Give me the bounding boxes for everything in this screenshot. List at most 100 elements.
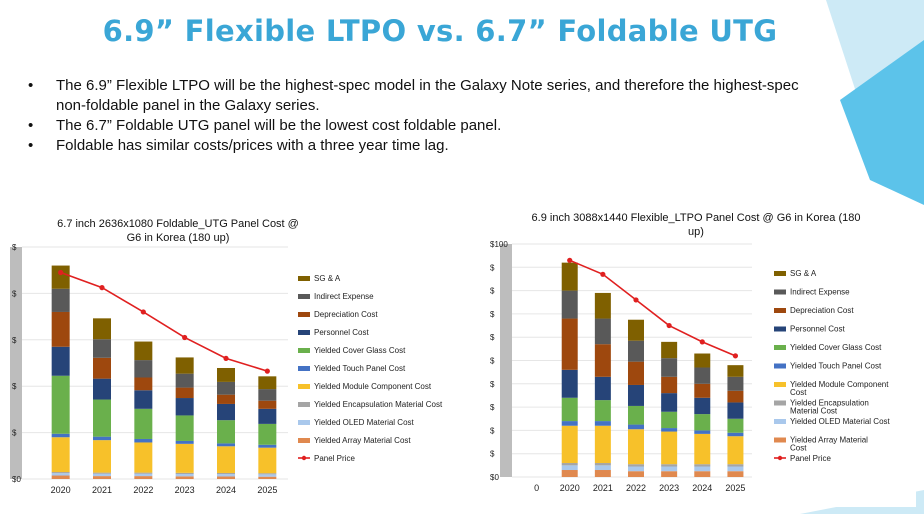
bar-segment [134, 390, 153, 409]
bar-segment [727, 402, 744, 419]
legend-swatch [298, 312, 310, 317]
panel-price-point [264, 368, 270, 374]
bar-segment [694, 471, 711, 477]
legend-label: Yielded Encapsulation Material Cost [790, 399, 869, 416]
legend-label: Yielded Module Component Cost [790, 380, 889, 397]
bar-segment [594, 318, 611, 345]
bar-segment [175, 357, 194, 374]
legend-label: Yielded Cover Glass Cost [790, 343, 882, 352]
legend-swatch [298, 384, 310, 389]
bar-segment [694, 367, 711, 384]
legend-label: Personnel Cost [314, 328, 369, 337]
legend-swatch [774, 271, 786, 276]
bar-segment [694, 466, 711, 472]
bar-segment [727, 464, 744, 467]
bar-segment [175, 476, 194, 479]
panel-price-point [600, 271, 606, 277]
y-axis-strip [10, 247, 22, 479]
legend-swatch [774, 400, 786, 406]
x-tick-label: 2024 [692, 483, 712, 493]
y-tick-label: $0 [490, 473, 499, 482]
bar-segment [93, 472, 111, 474]
bar-segment [258, 389, 277, 401]
bar-segment [217, 367, 235, 382]
bar-segment [51, 288, 70, 312]
y-axis-strip [500, 244, 512, 477]
legend-label: Yielded Array Material Cost [314, 436, 411, 445]
bar-segment [258, 376, 277, 390]
panel-price-line [569, 259, 736, 357]
legend-swatch [298, 402, 310, 407]
legend-label: Panel Price [790, 454, 831, 463]
bar-segment [51, 475, 70, 479]
bar-segment [727, 365, 744, 377]
bar-segment [175, 472, 194, 475]
bar-segment [628, 405, 644, 425]
bar-segment [727, 376, 744, 391]
bar-segment [93, 339, 111, 358]
bar-segment [93, 318, 111, 340]
bar-segment [661, 358, 678, 377]
bar-segment [134, 408, 153, 439]
legend-label: Yielded Encapsulation Material Cost [314, 400, 443, 409]
x-tick-label: 2025 [257, 485, 277, 495]
y-tick-label: $ [12, 243, 17, 252]
bar-segment [727, 418, 744, 433]
y-tick-label: $ [12, 289, 17, 298]
panel-price-point [666, 322, 672, 329]
legend-point-swatch [777, 455, 783, 461]
bar-segment [628, 384, 644, 406]
y-tick-label: $ [12, 336, 17, 345]
bar-segment [628, 424, 644, 430]
bar-segment [217, 472, 235, 475]
bar-segment [561, 463, 578, 466]
bar-segment [661, 466, 678, 472]
bar-segment [217, 381, 235, 395]
bar-segment [628, 471, 644, 477]
bar-segment [175, 443, 194, 473]
y-tick-label: $ [490, 357, 495, 366]
bar-segment [694, 397, 711, 415]
bar-segment [561, 425, 578, 464]
bar-segment [258, 447, 277, 474]
bar-segment [258, 444, 277, 448]
bar-segment [134, 472, 153, 474]
bar-segment [628, 361, 644, 385]
panel-price-point [732, 353, 739, 359]
bar-segment [217, 394, 235, 404]
x-tick-label: 2023 [659, 483, 679, 493]
bar-segment [694, 430, 711, 434]
bar-segment [134, 476, 153, 479]
bar-segment [594, 292, 611, 319]
bar-segment [694, 353, 711, 368]
x-tick-label: 2024 [216, 485, 236, 495]
legend-swatch [774, 419, 786, 424]
bar-segment [175, 387, 194, 399]
bar-segment [561, 262, 578, 291]
panel-price-point [567, 257, 573, 263]
bar-segment [594, 344, 611, 377]
chart-plot: $0 $ $ $ $ $ $ $ $ $ $100 0 2020 2021 2022 2023 2024 2025… [490, 240, 891, 493]
legend-swatch [774, 326, 786, 332]
legend-swatch [298, 276, 310, 281]
bar-segment [258, 476, 277, 479]
bar-segment [93, 473, 111, 477]
legend-swatch [774, 345, 786, 350]
bar-segment [134, 438, 153, 443]
bar-segment [628, 340, 644, 362]
bar-segment [594, 425, 611, 464]
bar-segment [661, 393, 678, 412]
bar-segment [93, 440, 111, 473]
bar-segment [51, 473, 70, 476]
legend-label: Indirect Expense [314, 292, 374, 301]
legend-label: Yielded OLED Material Cost [790, 417, 891, 426]
bar-segment [175, 474, 194, 477]
legend-swatch [298, 438, 310, 443]
bar-segment [661, 464, 678, 467]
bar-segment [51, 265, 70, 289]
bar-segment [727, 432, 744, 437]
panel-price-point [140, 309, 146, 315]
bar-segment [594, 465, 611, 471]
y-tick-label: $ [490, 310, 495, 319]
panel-price-point [633, 297, 639, 303]
